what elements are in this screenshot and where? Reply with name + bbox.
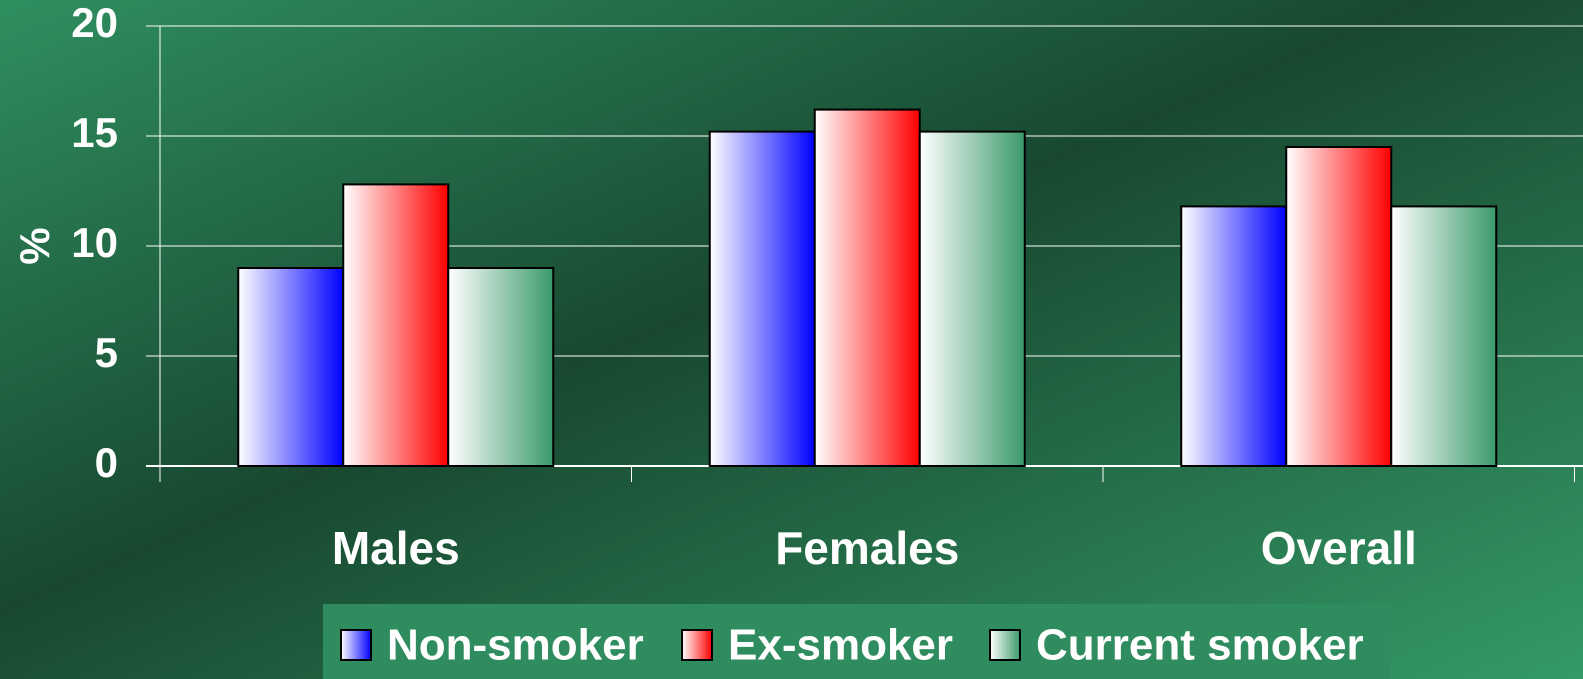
y-tick-label: 20 — [71, 0, 118, 46]
legend-label: Current smoker — [1036, 621, 1364, 670]
bar — [1285, 146, 1393, 467]
legend-swatch — [989, 629, 1021, 661]
legend-label: Non-smoker — [387, 621, 644, 670]
legend-box — [323, 604, 1390, 679]
y-tick-label: 10 — [71, 219, 118, 266]
y-tick-label: 15 — [71, 109, 118, 156]
bar — [1180, 205, 1288, 467]
legend-swatch — [681, 629, 713, 661]
y-tick-label: 5 — [95, 329, 118, 376]
y-axis-label: % — [11, 227, 58, 264]
x-tick-label: Overall — [1261, 522, 1417, 574]
bar — [918, 130, 1026, 467]
x-tick-label: Males — [332, 522, 460, 574]
bar — [708, 130, 816, 467]
x-tick-label: Females — [775, 522, 959, 574]
bar — [237, 267, 345, 467]
legend-label: Ex-smoker — [728, 621, 953, 670]
bar — [342, 183, 450, 467]
bar — [1390, 205, 1498, 467]
y-tick-label: 0 — [95, 439, 118, 486]
legend-swatch — [340, 629, 372, 661]
bar — [447, 267, 555, 467]
bar — [813, 108, 921, 467]
